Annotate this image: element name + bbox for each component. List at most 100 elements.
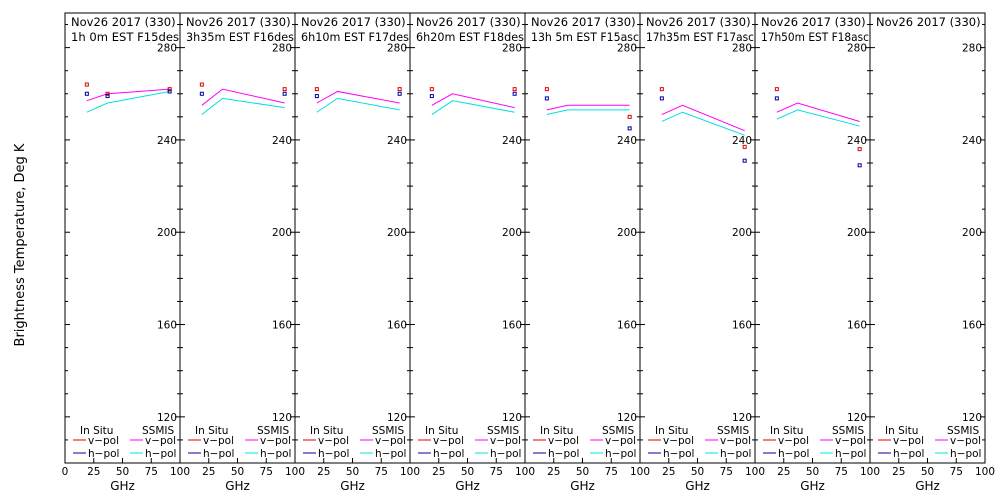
x-axis-label: GHz [800, 479, 825, 493]
legend-insitu-heading: In Situ [425, 425, 458, 437]
y-tick-label: 160 [272, 320, 292, 332]
legend-insitu-v-label: v−pol [88, 435, 119, 447]
insitu-vpol-point [742, 144, 747, 149]
x-tick-label: 75 [145, 466, 158, 478]
legend-insitu-h-label: h−pol [663, 448, 694, 460]
y-tick-label: 200 [732, 227, 752, 239]
y-tick-label: 200 [387, 227, 407, 239]
y-tick-label: 200 [962, 227, 982, 239]
y-tick-label: 280 [847, 43, 867, 55]
panel-1: Nov26 2017 (330)1h 0m EST F15des 120 160 20… [62, 12, 190, 493]
ssmis-hpol-line [201, 97, 285, 115]
legend-ssmis-h-label: h−pol [605, 448, 636, 460]
y-tick-label: 120 [157, 412, 177, 424]
insitu-vpol-point [199, 82, 204, 87]
y-tick-label: 120 [272, 412, 292, 424]
legend-insitu-h-label: h−pol [893, 448, 924, 460]
y-tick-label: 160 [732, 320, 752, 332]
legend-insitu-h-label: h−pol [203, 448, 234, 460]
insitu-hpol-point [84, 91, 89, 96]
y-tick-label: 240 [272, 135, 292, 147]
panel-title: Nov26 2017 (330) [876, 15, 981, 29]
x-tick-label: 75 [375, 466, 388, 478]
legend-insitu-h-label: h−pol [778, 448, 809, 460]
insitu-vpol-point [105, 91, 110, 96]
legend-ssmis-h-label: h−pol [260, 448, 291, 460]
insitu-hpol-point [167, 89, 172, 94]
panel-title: Nov26 2017 (330) [186, 15, 291, 29]
x-tick-label: 50 [116, 466, 129, 478]
x-tick-label: 75 [490, 466, 503, 478]
legend-ssmis-v-label: v−pol [720, 435, 751, 447]
ssmis-vpol-line [431, 93, 515, 109]
legend-insitu-heading: In Situ [770, 425, 803, 437]
plot-area: Nov26 2017 (330) 1h 0m EST F15des 120 160 20… [62, 12, 995, 493]
ssmis-vpol-line [776, 102, 860, 122]
insitu-hpol-point [512, 91, 517, 96]
x-tick-label: 25 [892, 466, 905, 478]
x-tick-label: 25 [87, 466, 100, 478]
x-axis-label: GHz [110, 479, 135, 493]
legend-ssmis-v-label: v−pol [490, 435, 521, 447]
legend-ssmis-heading: SSMIS [717, 425, 749, 437]
y-tick-label: 120 [962, 412, 982, 424]
x-tick-label: 25 [202, 466, 215, 478]
x-tick-label: 75 [605, 466, 618, 478]
x-tick-label: 25 [547, 466, 560, 478]
legend-ssmis-heading: SSMIS [257, 425, 289, 437]
x-tick-label: 75 [950, 466, 963, 478]
insitu-hpol-point [627, 126, 632, 131]
legend-ssmis-v-label: v−pol [950, 435, 981, 447]
y-tick-label: 280 [617, 43, 637, 55]
x-axis-label: GHz [570, 479, 595, 493]
panel-subtitle: 17h35m EST F17asc [646, 30, 754, 44]
y-tick-label: 280 [962, 43, 982, 55]
legend-ssmis-h-label: h−pol [490, 448, 521, 460]
y-tick-label: 240 [847, 135, 867, 147]
legend-insitu-heading: In Situ [80, 425, 113, 437]
legend-ssmis-heading: SSMIS [947, 425, 979, 437]
insitu-hpol-point [397, 91, 402, 96]
legend-ssmis-heading: SSMIS [372, 425, 404, 437]
legend-ssmis-v-label: v−pol [145, 435, 176, 447]
legend-insitu-v-label: v−pol [663, 435, 694, 447]
x-tick-label: 25 [317, 466, 330, 478]
y-tick-label: 200 [502, 227, 522, 239]
ssmis-hpol-line [431, 100, 515, 115]
x-tick-label: 75 [720, 466, 733, 478]
x-axis-label: GHz [340, 479, 365, 493]
legend-insitu-v-label: v−pol [433, 435, 464, 447]
legend-insitu-v-label: v−pol [893, 435, 924, 447]
y-tick-label: 120 [732, 412, 752, 424]
ssmis-hpol-line [661, 111, 745, 136]
panel-title: Nov26 2017 (330) [531, 15, 636, 29]
y-tick-label: 280 [272, 43, 292, 55]
legend-insitu-h-label: h−pol [318, 448, 349, 460]
ssmis-vpol-line [316, 90, 400, 104]
legend-insitu-h-label: h−pol [433, 448, 464, 460]
legend-insitu-h-label: h−pol [548, 448, 579, 460]
y-tick-label: 200 [847, 227, 867, 239]
ssmis-hpol-line [776, 109, 860, 127]
ssmis-vpol-line [86, 88, 170, 102]
insitu-vpol-point [774, 87, 779, 92]
x-tick-label: 25 [777, 466, 790, 478]
x-tick-label: 25 [432, 466, 445, 478]
panel-subtitle: 6h10m EST F17des [301, 30, 409, 44]
y-tick-label: 240 [962, 135, 982, 147]
legend-insitu-v-label: v−pol [203, 435, 234, 447]
insitu-vpol-point [659, 87, 664, 92]
y-tick-label: 160 [157, 320, 177, 332]
y-tick-label: 160 [962, 320, 982, 332]
insitu-hpol-point [105, 94, 110, 99]
y-tick-label: 280 [502, 43, 522, 55]
y-tick-label: 280 [157, 43, 177, 55]
panel-2: Nov26 2017 (330)3h35m EST F16des 120 160 20… [179, 12, 305, 493]
legend-ssmis-h-label: h−pol [950, 448, 981, 460]
y-tick-label: 120 [502, 412, 522, 424]
legend-ssmis-heading: SSMIS [832, 425, 864, 437]
panel-subtitle: 1h 0m EST F15des [71, 30, 179, 44]
legend-insitu-heading: In Situ [540, 425, 573, 437]
x-tick-label: 100 [285, 466, 305, 478]
